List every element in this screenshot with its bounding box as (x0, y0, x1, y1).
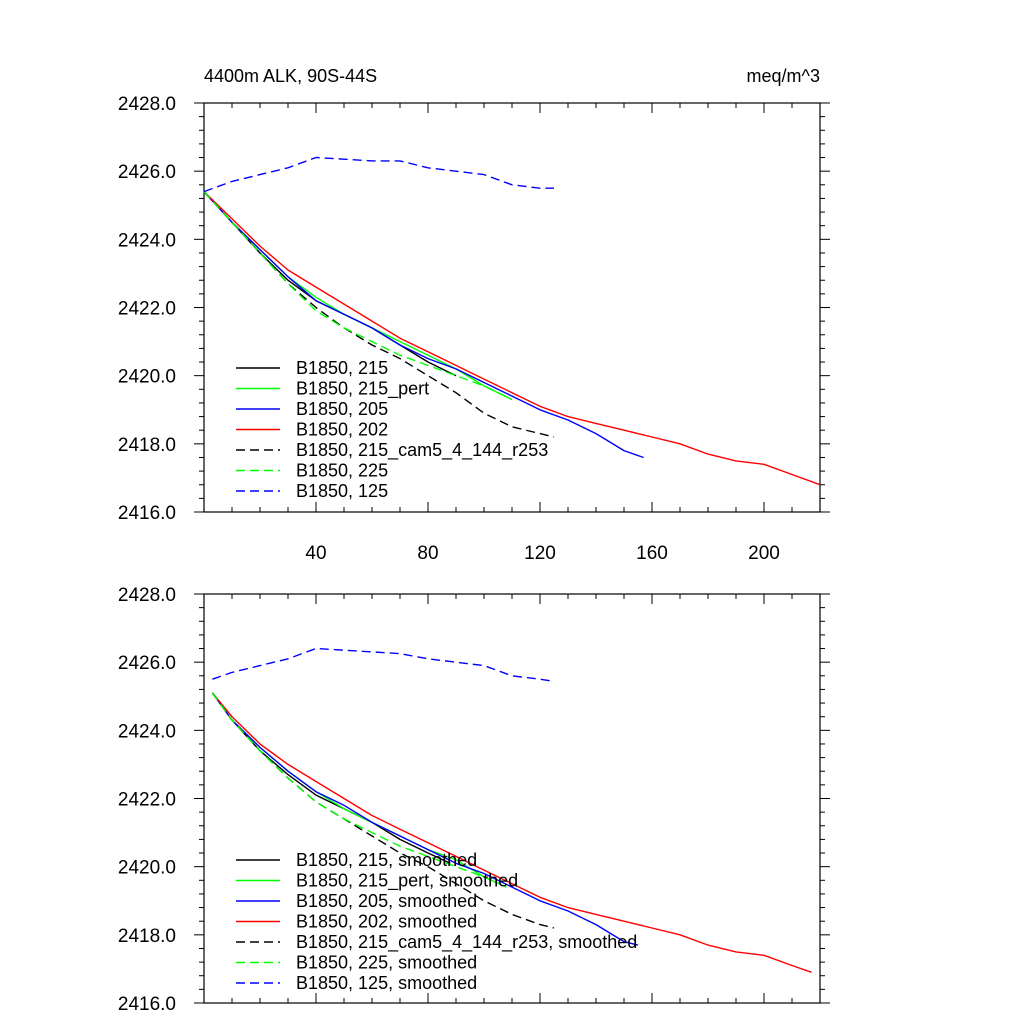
legend-label: B1850, 202, smoothed (296, 912, 477, 932)
series-line (203, 191, 644, 459)
legend-label: B1850, 225 (296, 461, 388, 481)
units-label: meq/m^3 (747, 66, 820, 86)
series-line (211, 692, 451, 864)
legend-label: B1850, 215_pert, smoothed (296, 871, 518, 892)
y-tick-label: 2418.0 (118, 926, 176, 947)
y-tick-label: 2420.0 (118, 858, 176, 879)
series-line (211, 692, 639, 946)
series-line (211, 692, 812, 973)
series-line (203, 191, 513, 401)
y-tick-label: 2424.0 (118, 230, 176, 251)
series-line (211, 692, 555, 929)
y-tick-label: 2416.0 (118, 503, 176, 524)
y-tick-label: 2426.0 (118, 162, 176, 183)
legend-label: B1850, 202 (296, 420, 388, 440)
legend-label: B1850, 125 (296, 481, 388, 501)
y-tick-label: 2418.0 (118, 435, 176, 456)
series-line (203, 191, 457, 377)
chart-panel-top: 2416.0 2418.0 2420.0 2422.0 2424.0 2426.0 2428… (118, 66, 830, 564)
legend-label: B1850, 215, smoothed (296, 850, 477, 870)
y-tick-label: 2416.0 (118, 994, 176, 1015)
y-tick-label: 2422.0 (118, 299, 176, 320)
x-tick-label: 40 (305, 543, 326, 564)
y-tick-label: 2428.0 (118, 94, 176, 115)
legend-label: B1850, 205, smoothed (296, 891, 477, 911)
x-tick-label: 160 (636, 543, 668, 564)
legend-label: B1850, 215_cam5_4_144_r253, smoothed (296, 932, 637, 953)
legend-label: B1850, 205 (296, 399, 388, 419)
series-line (212, 647, 552, 682)
y-tick-label: 2420.0 (118, 367, 176, 388)
series-line (203, 191, 821, 486)
legend-label: B1850, 215_pert (296, 379, 429, 400)
x-tick-label: 200 (748, 543, 780, 564)
y-tick-label: 2428.0 (118, 585, 176, 606)
y-tick-label: 2422.0 (118, 790, 176, 811)
series-line (203, 156, 554, 193)
legend-label: B1850, 215_cam5_4_144_r253 (296, 440, 548, 461)
legend-label: B1850, 225, smoothed (296, 953, 477, 973)
x-tick-label: 120 (524, 543, 556, 564)
y-tick-label: 2426.0 (118, 653, 176, 674)
y-tick-label: 2424.0 (118, 721, 176, 742)
series-line (211, 692, 507, 888)
legend-label: B1850, 215 (296, 358, 388, 378)
chart-panel-bottom: 2416.0 2418.0 2420.0 2422.0 2424.0 2426.0 2428… (118, 585, 830, 1015)
chart-title: 4400m ALK, 90S-44S (204, 66, 377, 86)
x-tick-label: 80 (417, 543, 438, 564)
legend-label: B1850, 125, smoothed (296, 973, 477, 993)
